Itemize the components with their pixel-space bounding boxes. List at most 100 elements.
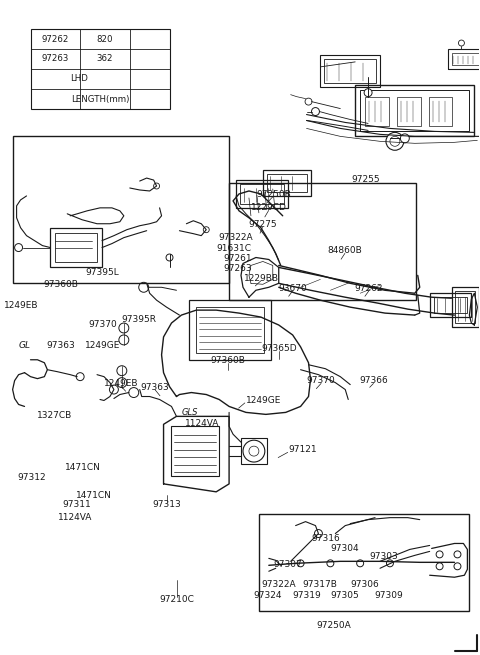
Bar [190, 300, 271, 360]
Text: 97312: 97312 [17, 473, 46, 481]
Circle shape [129, 388, 139, 398]
Bar [263, 170, 311, 196]
Circle shape [139, 282, 149, 292]
Bar [355, 84, 474, 136]
Text: 97324: 97324 [253, 591, 281, 600]
Text: 1229BB: 1229BB [243, 274, 278, 282]
Bar [241, 438, 267, 464]
Text: 97303: 97303 [370, 552, 398, 561]
Text: 93670: 93670 [278, 284, 307, 293]
Bar [397, 97, 421, 126]
Text: 97261: 97261 [223, 254, 252, 263]
Circle shape [305, 98, 312, 105]
Text: 97322A: 97322A [218, 233, 253, 242]
Bar [447, 49, 480, 69]
Text: 97395L: 97395L [85, 269, 119, 277]
Circle shape [312, 107, 320, 115]
Circle shape [327, 560, 334, 567]
Bar [321, 55, 380, 86]
Text: 97309: 97309 [374, 591, 403, 600]
Bar [267, 174, 307, 192]
Circle shape [14, 244, 23, 252]
Circle shape [314, 529, 323, 538]
Text: 362: 362 [97, 54, 113, 64]
Circle shape [364, 88, 372, 97]
Text: 97210C: 97210C [159, 595, 194, 604]
Text: 97365D: 97365D [261, 344, 297, 353]
Bar [50, 228, 102, 267]
Bar [452, 288, 480, 327]
Text: 97370: 97370 [307, 377, 336, 385]
Bar [229, 183, 416, 300]
Text: 1471CN: 1471CN [76, 491, 112, 500]
Text: 97363: 97363 [141, 383, 169, 392]
Text: 1124VA: 1124VA [185, 419, 219, 428]
Circle shape [297, 560, 304, 567]
Circle shape [400, 134, 409, 143]
Text: 97363: 97363 [47, 341, 75, 350]
Bar [360, 90, 469, 132]
Text: 97322A: 97322A [262, 580, 297, 589]
Text: 97250B: 97250B [256, 190, 291, 198]
Text: 1327CB: 1327CB [36, 411, 72, 421]
Text: 1249EB: 1249EB [3, 301, 38, 310]
Bar [240, 184, 284, 204]
Text: 84860B: 84860B [327, 246, 362, 255]
Text: 97263: 97263 [223, 265, 252, 274]
Text: GL: GL [19, 341, 31, 350]
Text: 1249EB: 1249EB [104, 379, 138, 388]
Text: 820: 820 [97, 35, 113, 43]
Bar [365, 97, 389, 126]
Text: 97311: 97311 [62, 500, 91, 509]
Bar [456, 291, 475, 323]
Text: 1124VA: 1124VA [58, 513, 92, 522]
Text: 97255: 97255 [351, 175, 380, 183]
Text: 97305: 97305 [331, 591, 359, 600]
Bar [429, 97, 453, 126]
Bar [55, 233, 97, 263]
Text: 97307: 97307 [273, 560, 302, 569]
Text: 97121: 97121 [288, 445, 317, 455]
Circle shape [109, 385, 119, 394]
Text: 97263: 97263 [42, 54, 69, 64]
Text: 97306: 97306 [350, 580, 379, 589]
Text: 97319: 97319 [292, 591, 321, 600]
Circle shape [458, 40, 465, 46]
Text: 1229CD: 1229CD [251, 203, 287, 212]
Text: LENGTH(mm): LENGTH(mm) [71, 95, 129, 104]
Text: 97262: 97262 [42, 35, 69, 43]
Text: 1249GE: 1249GE [246, 396, 281, 405]
Bar [324, 59, 376, 83]
Text: LHD: LHD [70, 74, 88, 83]
Bar [452, 53, 480, 65]
Bar [259, 514, 469, 611]
Text: 97275: 97275 [248, 220, 277, 229]
Bar [196, 307, 264, 353]
Text: 91631C: 91631C [216, 244, 251, 253]
Text: 97366: 97366 [359, 377, 388, 385]
Circle shape [386, 560, 394, 567]
Bar [12, 136, 229, 284]
Circle shape [357, 560, 364, 567]
Bar [236, 180, 288, 208]
Text: 97370: 97370 [88, 320, 117, 329]
Bar [433, 297, 468, 313]
Text: GLS: GLS [181, 407, 198, 417]
Circle shape [386, 132, 404, 150]
Text: 97250A: 97250A [317, 621, 351, 630]
Text: 1471CN: 1471CN [65, 464, 101, 472]
Text: 97395R: 97395R [121, 315, 156, 324]
Text: 97360B: 97360B [210, 356, 245, 365]
Circle shape [166, 254, 173, 261]
Text: 97262: 97262 [355, 284, 383, 293]
Bar [171, 426, 219, 476]
Circle shape [76, 373, 84, 381]
Text: 97304: 97304 [331, 544, 359, 553]
Text: 1249GE: 1249GE [85, 341, 120, 350]
Text: 97313: 97313 [153, 500, 181, 509]
Bar [31, 29, 169, 109]
Text: 97316: 97316 [312, 534, 340, 543]
Text: 97317B: 97317B [302, 580, 337, 589]
Text: 97360B: 97360B [43, 280, 78, 289]
Bar [430, 293, 471, 317]
